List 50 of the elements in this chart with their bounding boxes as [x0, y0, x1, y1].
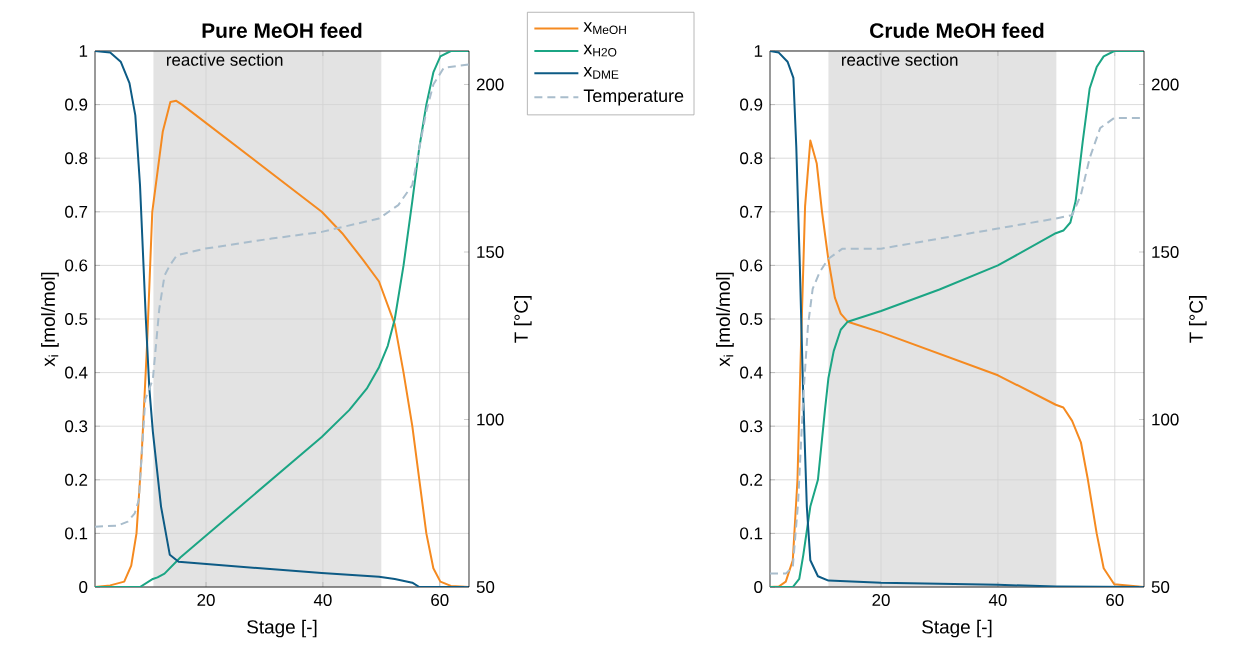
- y2-tick-label: 100: [477, 413, 504, 426]
- y2-axis-title: T [°C]: [1188, 296, 1207, 343]
- x-axis-title: Stage [-]: [247, 619, 317, 638]
- y2-tick-label: 50: [476, 581, 495, 593]
- legend-label: x$_{MeOH}$: [583, 22, 626, 35]
- y-tick-label: 0.3: [65, 420, 88, 433]
- x-tick-label: 40: [313, 594, 332, 607]
- y-tick-label: 0.4: [65, 366, 88, 379]
- y-tick-label: 0.1: [65, 527, 88, 540]
- y2-tick-label: 100: [1152, 413, 1179, 426]
- y-tick-label: 0.8: [65, 152, 88, 165]
- y2-tick-label: 150: [477, 246, 504, 258]
- legend-label: Temperature: [583, 89, 684, 106]
- y2-tick-label: 150: [1152, 246, 1179, 258]
- y-tick-label: 0.9: [740, 98, 763, 111]
- x-tick-label: 20: [872, 594, 890, 607]
- band-label: reactive section: [841, 53, 958, 66]
- legend-label: x$_{DME}$: [583, 67, 619, 79]
- y2-tick-label: 200: [1151, 78, 1179, 91]
- y-tick-label: 0.4: [740, 366, 763, 379]
- y-axis-title: x$_{i}$ [mol/mol]: [716, 272, 734, 367]
- y-tick-label: 0: [79, 581, 88, 593]
- y-tick-label: 0.7: [65, 205, 88, 218]
- y2-axis-title: T [°C]: [513, 296, 532, 343]
- x-tick-label: 60: [431, 594, 449, 607]
- y-tick-label: 0.2: [65, 473, 88, 486]
- y-tick-label: 0.3: [740, 420, 763, 433]
- x-tick-label: 60: [1106, 594, 1124, 607]
- y-tick-label: 0.7: [740, 205, 763, 218]
- x-tick-label: 20: [197, 594, 215, 607]
- y-axis-title: x$_{i}$ [mol/mol]: [41, 272, 59, 367]
- band-label: reactive section: [166, 53, 283, 66]
- x-axis-title: Stage [-]: [922, 619, 992, 638]
- y-tick-label: 0.5: [740, 313, 763, 325]
- chart-title: Pure MeOH feed: [202, 22, 362, 39]
- y-tick-label: 0: [754, 581, 763, 593]
- x-tick-label: 40: [988, 594, 1007, 607]
- y-tick-label: 0.2: [740, 473, 763, 486]
- y-tick-label: 0.1: [740, 527, 763, 540]
- y2-tick-label: 50: [1151, 581, 1170, 593]
- y2-tick-label: 200: [476, 78, 504, 91]
- y-tick-label: 0.9: [65, 98, 88, 111]
- chart-title: Crude MeOH feed: [870, 22, 1044, 39]
- legend-label: x$_{H2O}$: [583, 44, 617, 57]
- y-tick-label: 0.5: [65, 313, 88, 325]
- y-tick-label: 0.8: [740, 152, 763, 165]
- y-tick-label: 0.6: [65, 259, 88, 272]
- y-tick-label: 1: [754, 45, 763, 57]
- y-tick-label: 0.6: [740, 259, 763, 272]
- y-tick-label: 1: [79, 45, 88, 57]
